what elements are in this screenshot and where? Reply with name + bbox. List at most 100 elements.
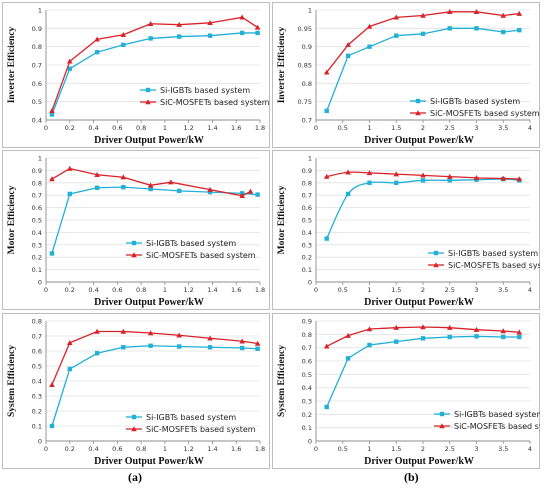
y-axis-label: Motor Efficiency <box>277 185 287 254</box>
data-point <box>366 170 373 176</box>
data-point <box>324 404 329 410</box>
y-tick-label: 0.4 <box>32 378 42 386</box>
data-point <box>323 173 330 179</box>
chart-svg: 0.7 0.75 0.8 0.85 0.9 0.95 1 0 0.5 1 1.5 2 2.5 3 3.5 4 D… <box>272 2 540 148</box>
x-tick-label: 0 <box>44 286 48 294</box>
data-point <box>393 171 400 177</box>
y-tick-label: 0.3 <box>302 398 312 406</box>
data-point <box>176 34 182 39</box>
y-tick-label: 0.2 <box>302 254 312 262</box>
y-tick-label: 0.9 <box>32 25 42 33</box>
data-point <box>420 178 426 183</box>
y-tick-label: 0.9 <box>32 167 42 175</box>
x-tick-label: 0.2 <box>65 286 75 294</box>
y-tick-label: 0.85 <box>298 62 312 70</box>
data-point <box>254 340 261 346</box>
figure-caption-a: (a) <box>128 470 142 484</box>
series-si-igbt <box>324 26 522 114</box>
x-tick-label: 0.6 <box>112 286 122 294</box>
x-axis-label: Driver Output Power/kW <box>94 297 204 308</box>
data-point <box>473 326 480 332</box>
y-tick-label: 0.5 <box>302 217 312 225</box>
data-point <box>345 332 351 338</box>
y-tick-label: 0.2 <box>302 411 312 419</box>
x-tick-label: 0.4 <box>88 445 98 453</box>
data-point <box>67 191 72 197</box>
y-tick-label: 0.7 <box>32 192 42 200</box>
x-tick-label: 1.6 <box>231 286 241 294</box>
y-axis-label: Inverter Efficiency <box>277 26 287 103</box>
x-tick-label: 1.5 <box>391 286 401 294</box>
data-point <box>500 328 507 334</box>
data-point <box>120 328 127 334</box>
data-point <box>66 339 73 345</box>
chart-frame <box>2 2 270 148</box>
figure-caption-b: (b) <box>404 470 419 484</box>
x-tick-label: 1 <box>367 124 371 132</box>
chart-svg: 0 0.1 0.2 0.3 0.4 0.5 0.6 0.7 0.8 0.9 1 0 0.2 0.4 0.6 0… <box>2 150 270 310</box>
data-point <box>207 33 213 38</box>
y-tick-label: 0.1 <box>32 266 42 274</box>
data-point <box>501 334 506 340</box>
y-tick-label: 0.4 <box>302 384 312 392</box>
y-tick-label: 0.5 <box>32 363 42 371</box>
data-point <box>394 180 399 185</box>
legend-marker <box>433 250 439 256</box>
y-tick-label: 0 <box>38 438 42 446</box>
series-si-igbt <box>49 30 260 117</box>
x-tick-label: 0.4 <box>88 286 98 294</box>
x-tick-label: 1 <box>163 286 167 294</box>
data-point <box>446 9 453 15</box>
data-point <box>393 14 400 20</box>
legend: Si-IGBTs based system SiC-MOSFETs based s… <box>126 239 256 260</box>
x-tick-label: 0 <box>314 445 318 453</box>
data-point <box>168 179 174 185</box>
y-tick-label: 0.8 <box>32 43 42 51</box>
x-tick-label: 1.8 <box>255 124 265 132</box>
legend-marker <box>439 411 445 417</box>
series-sic-mosfet <box>49 165 254 199</box>
y-tick-label: 0 <box>308 438 312 446</box>
y-tick-label: 0.4 <box>302 229 312 237</box>
data-point <box>367 180 372 185</box>
y-tick-label: 0.6 <box>302 358 312 366</box>
y-tick-label: 0.95 <box>298 25 312 33</box>
y-axis-label: Motor Efficiency <box>7 185 17 254</box>
data-point <box>447 26 452 31</box>
y-tick-label: 0.1 <box>302 424 312 432</box>
data-point <box>94 49 100 55</box>
data-point <box>324 108 329 114</box>
y-tick-label: 0.8 <box>302 331 312 339</box>
x-tick-label: 2.5 <box>445 286 455 294</box>
y-tick-label: 0.7 <box>302 344 312 352</box>
data-point <box>49 423 55 429</box>
x-tick-label: 2 <box>421 124 425 132</box>
data-point <box>121 345 126 350</box>
chart-svg: 0.4 0.5 0.6 0.7 0.8 0.9 1 0 0.2 0.4 0.6 0.8 1 1.2 1.4 1… <box>2 2 270 148</box>
y-tick-label: 0.4 <box>32 117 42 125</box>
data-point <box>323 69 330 75</box>
x-tick-label: 1.6 <box>231 445 241 453</box>
y-tick-label: 0.7 <box>302 192 312 200</box>
y-tick-label: 0 <box>38 279 42 287</box>
x-tick-label: 0 <box>314 124 318 132</box>
y-tick-label: 0.1 <box>32 423 42 431</box>
data-point <box>473 9 480 15</box>
data-point <box>500 12 507 18</box>
inverter-efficiency-chart-b: 0.7 0.75 0.8 0.85 0.9 0.95 1 0 0.5 1 1.5 2 2.5 3 3.5 4 D… <box>272 2 540 148</box>
x-tick-label: 1.6 <box>231 124 241 132</box>
data-point <box>207 345 213 350</box>
legend-marker <box>131 414 137 420</box>
chart-svg: 0 0.1 0.2 0.3 0.4 0.5 0.6 0.7 0.8 0 0.2 0.4 0.6 0.8 1 1… <box>2 313 270 469</box>
x-tick-label: 3.5 <box>498 286 508 294</box>
y-axis-label: Inverter Efficiency <box>7 26 17 103</box>
legend-label: SiC-MOSFETs based system <box>448 261 540 270</box>
legend-label: SiC-MOSFETs based system <box>146 425 256 434</box>
data-point <box>147 330 154 336</box>
data-point <box>324 236 329 241</box>
series-sic-mosfet <box>323 169 523 182</box>
x-tick-label: 1 <box>367 286 371 294</box>
inverter-efficiency-chart-a: 0.4 0.5 0.6 0.7 0.8 0.9 1 0 0.2 0.4 0.6 0.8 1 1.2 1.4 1… <box>2 2 270 148</box>
legend-marker <box>145 87 151 93</box>
x-tick-label: 3.5 <box>498 124 508 132</box>
